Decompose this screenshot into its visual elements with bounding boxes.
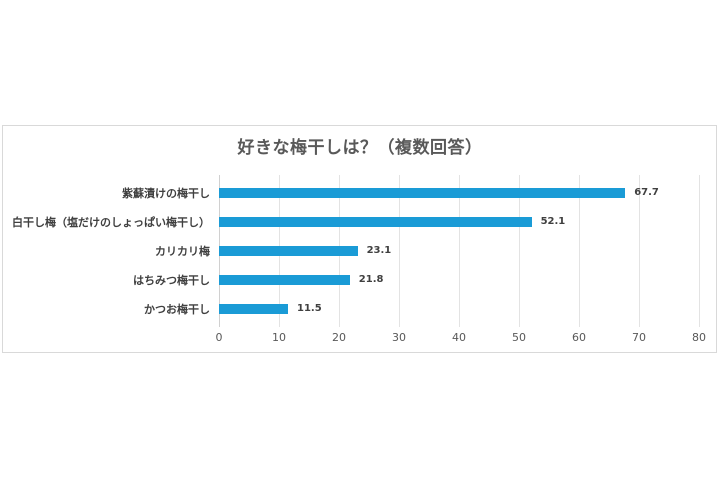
- value-label: 67.7: [634, 187, 659, 198]
- bar: [219, 275, 350, 285]
- category-label: カリカリ梅: [155, 245, 210, 258]
- chart-title: 好きな梅干しは？（複数回答）: [237, 138, 483, 158]
- x-tick-label: 60: [572, 331, 586, 344]
- x-tick-label: 40: [452, 331, 466, 344]
- gridline: [639, 175, 640, 327]
- category-label: 紫蘇漬けの梅干し: [122, 187, 210, 200]
- value-label: 11.5: [297, 303, 322, 314]
- x-tick-label: 30: [392, 331, 406, 344]
- x-tick-label: 70: [632, 331, 646, 344]
- chart-frame: [2, 125, 717, 353]
- value-label: 52.1: [540, 216, 566, 227]
- category-label: 白干し梅（塩だけのしょっぱい梅干し）: [12, 216, 210, 229]
- gridline: [399, 175, 400, 327]
- x-tick-label: 50: [512, 331, 526, 344]
- x-tick-label: 10: [272, 331, 286, 344]
- category-label: はちみつ梅干し: [133, 274, 210, 287]
- x-tick-label: 20: [332, 331, 346, 344]
- value-label: 23.1: [366, 245, 392, 256]
- bar: [219, 188, 626, 198]
- x-tick-label: 80: [692, 331, 706, 344]
- x-tick-label: 0: [215, 331, 223, 344]
- gridline: [699, 175, 700, 327]
- category-label: かつお梅干し: [144, 303, 210, 316]
- gridline: [579, 175, 580, 327]
- gridline: [519, 175, 520, 327]
- bar: [219, 246, 358, 256]
- gridline: [459, 175, 460, 327]
- value-label: 21.8: [358, 274, 384, 285]
- bar: [219, 217, 532, 227]
- bar: [219, 304, 288, 314]
